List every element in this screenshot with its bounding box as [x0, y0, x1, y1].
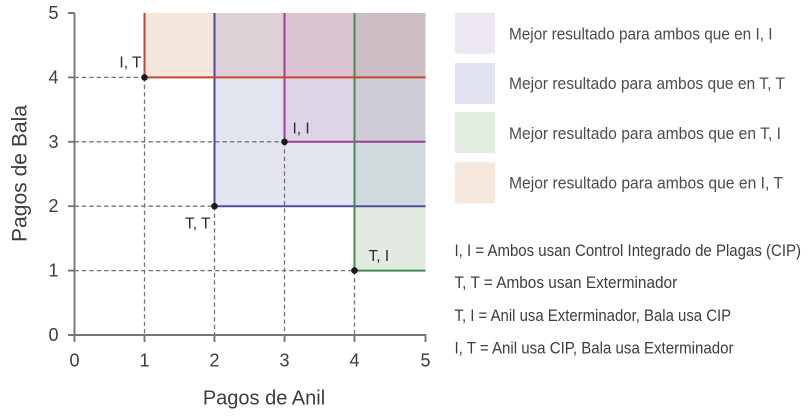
svg-text:5: 5 [48, 3, 58, 23]
svg-text:2: 2 [48, 196, 58, 216]
svg-text:5: 5 [420, 351, 430, 371]
svg-text:I, T: I, T [119, 55, 142, 72]
svg-text:4: 4 [349, 351, 359, 371]
svg-text:T, I = Anil usa Exterminador,: T, I = Anil usa Exterminador, Bala usa C… [455, 306, 732, 325]
svg-text:2: 2 [209, 351, 219, 371]
svg-text:Pagos de Anil: Pagos de Anil [203, 388, 325, 410]
svg-text:Pagos de Bala: Pagos de Bala [9, 105, 32, 242]
svg-text:Mejor resultado para ambos que: Mejor resultado para ambos que en I, I [509, 25, 773, 44]
svg-text:T, I: T, I [369, 248, 390, 265]
svg-text:1: 1 [48, 261, 58, 281]
svg-text:3: 3 [48, 132, 58, 152]
svg-text:I, I: I, I [293, 121, 310, 138]
svg-text:I, T = Anil usa CIP, Bala usa: I, T = Anil usa CIP, Bala usa Exterminad… [455, 338, 734, 357]
svg-text:1: 1 [139, 351, 149, 371]
svg-text:3: 3 [279, 351, 289, 371]
svg-text:Mejor resultado para ambos que: Mejor resultado para ambos que en T, I [509, 124, 781, 143]
svg-text:0: 0 [48, 325, 58, 345]
svg-text:T, T: T, T [185, 216, 211, 233]
svg-text:Mejor resultado para ambos que: Mejor resultado para ambos que en T, T [509, 74, 785, 93]
svg-text:Mejor resultado para ambos que: Mejor resultado para ambos que en I, T [509, 174, 783, 193]
svg-text:I, I = Ambos usan Control Inte: I, I = Ambos usan Control Integrado de P… [455, 241, 802, 260]
svg-text:T, T = Ambos usan Exterminador: T, T = Ambos usan Exterminador [455, 273, 678, 292]
svg-text:4: 4 [48, 67, 58, 87]
svg-text:0: 0 [69, 351, 79, 371]
